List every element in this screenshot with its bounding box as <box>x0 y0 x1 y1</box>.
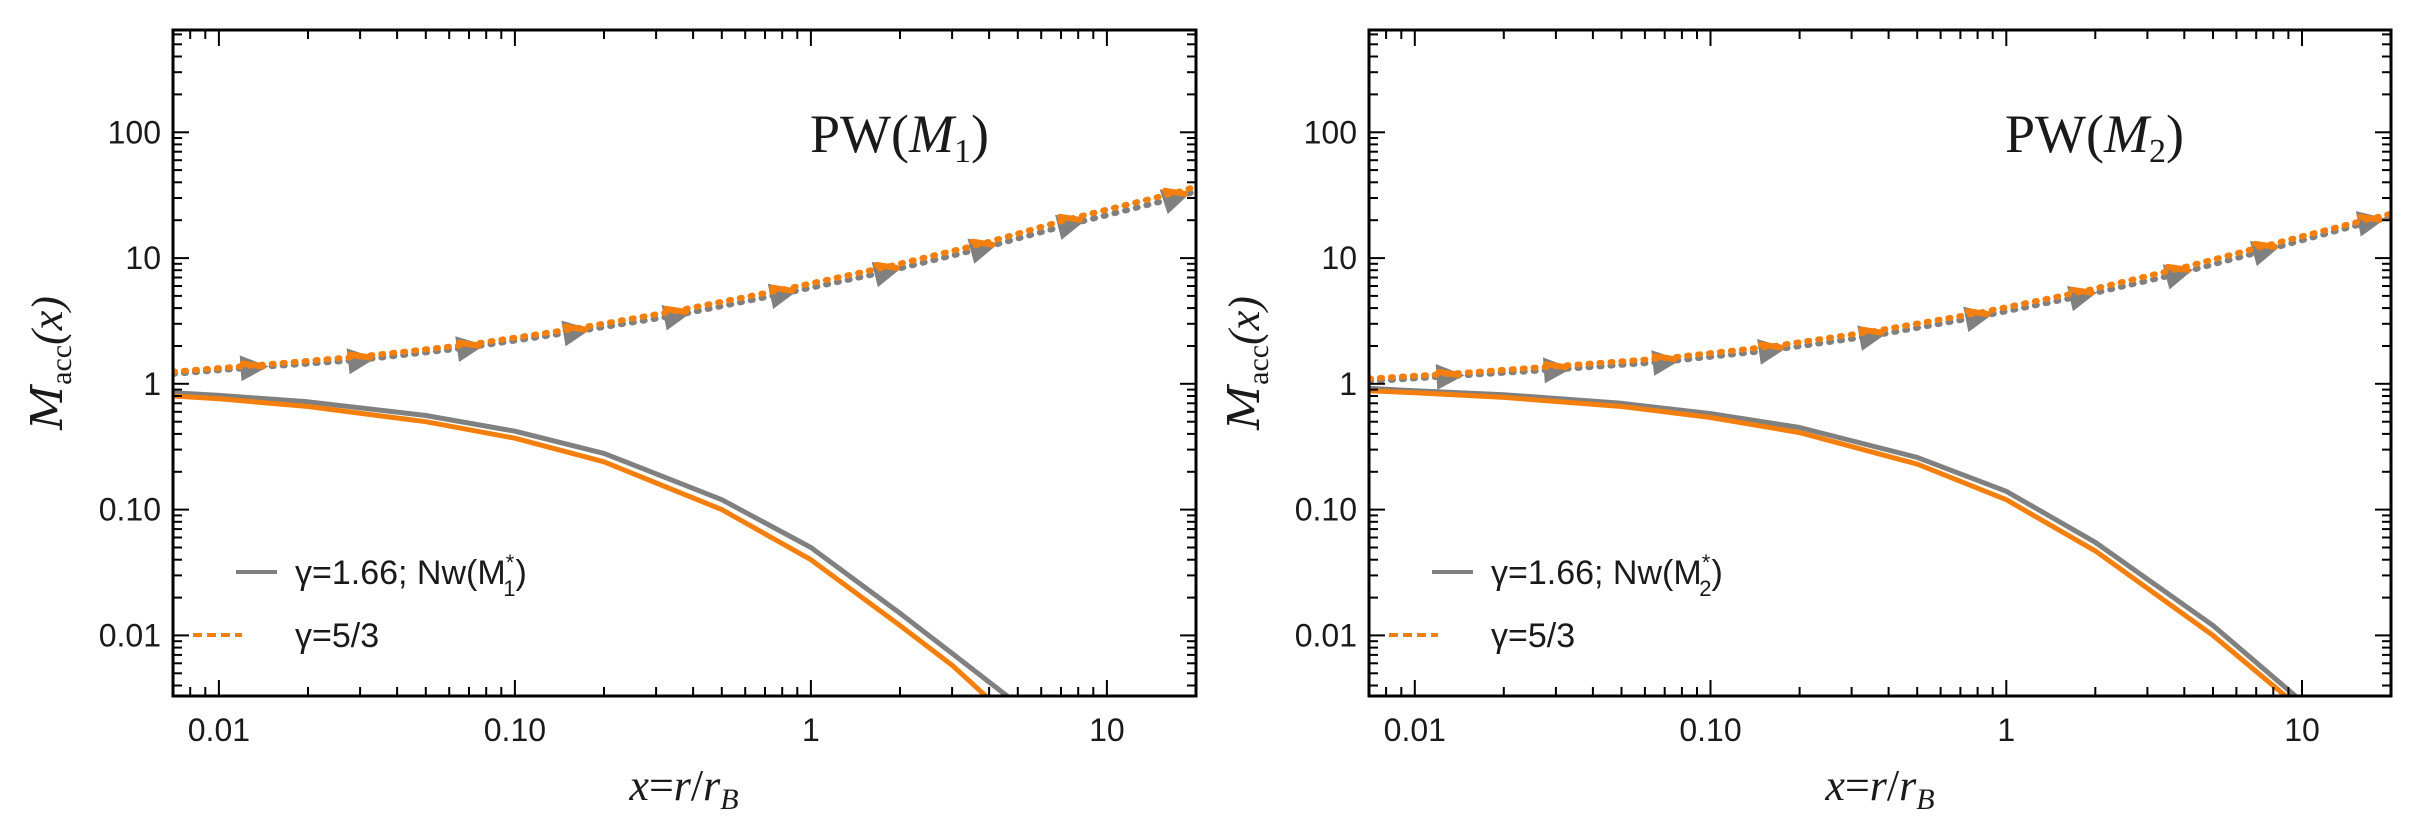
y-tick-label: 100 <box>1304 114 1357 150</box>
cap-mark <box>873 261 900 271</box>
series-line-1 <box>1369 388 2289 696</box>
svg-text:Macc(x): Macc(x) <box>1219 296 1275 431</box>
series-line-1 <box>173 393 989 696</box>
cap-mark <box>1435 368 1462 378</box>
x-tick-label: 1 <box>1997 712 2015 748</box>
cap-mark <box>2252 240 2278 250</box>
ticks-layer-2: 0.01 0.10 1 10 0.01 0.10 1 10 100 <box>1295 30 2392 748</box>
series-line-2 <box>1369 214 2391 385</box>
y-tick-label: 10 <box>125 240 161 276</box>
panel-title-1: PW(M1) <box>810 104 989 170</box>
cap-mark <box>2164 263 2191 273</box>
legend-text-gamma53: γ=5/3 <box>295 617 379 655</box>
cap-mark <box>456 339 482 349</box>
cap-mark <box>1542 361 1569 371</box>
y-axis-label-1: Macc(x) <box>22 296 78 431</box>
series-line-2 <box>173 188 1196 377</box>
cap-mark <box>662 305 689 315</box>
x-tick-label: 0.10 <box>1679 712 1741 748</box>
x-tick-label: 10 <box>1089 712 1125 748</box>
ticks-layer-1: 0.01 0.10 1 10 0.01 0.10 1 10 100 <box>99 30 1197 748</box>
cap-mark <box>1757 341 1784 351</box>
triangle-marker <box>2067 285 2098 312</box>
cap-mark <box>1858 326 1885 336</box>
series-layer-1 <box>173 183 1196 696</box>
x-tick-label: 1 <box>802 712 820 748</box>
cap-mark <box>2068 286 2095 296</box>
svg-text:Macc(x): Macc(x) <box>22 296 78 431</box>
series-line-3 <box>1369 210 2391 382</box>
cap-mark <box>2357 213 2384 223</box>
series-line-3 <box>173 183 1196 375</box>
y-tick-label: 0.10 <box>1295 492 1357 528</box>
x-axis-label-1: x=r/rB <box>628 761 738 816</box>
chart-panel-2: 0.01 0.10 1 10 0.01 0.10 1 10 100 PW(M2) Macc(x)… <box>1219 28 2393 816</box>
cap-mark <box>1964 308 1991 318</box>
y-tick-label: 0.01 <box>1295 617 1357 653</box>
x-tick-label: 0.01 <box>1384 712 1446 748</box>
chart-panel-1: 0.01 0.10 1 10 0.01 0.10 1 10 100 PW(M1) Macc(x)… <box>22 28 1198 816</box>
cap-mark <box>239 360 266 370</box>
y-tick-label: 1 <box>143 366 161 402</box>
x-tick-label: 0.10 <box>484 712 546 748</box>
plot-frame-1 <box>171 28 1198 698</box>
cap-mark <box>1162 187 1189 197</box>
legend-item-gamma166: γ=1.66; Nw(M* 1) <box>236 550 527 601</box>
y-tick-label: 10 <box>1321 240 1357 276</box>
cap-mark <box>1056 213 1083 223</box>
x-tick-label: 0.01 <box>188 712 250 748</box>
legend-item-gamma53: γ=5/3 <box>1389 617 1575 655</box>
cap-mark <box>769 284 796 294</box>
legend-text-gamma166: γ=1.66; Nw(M* 2) <box>1491 550 1723 601</box>
y-tick-label: 0.10 <box>99 492 161 528</box>
legend-1: γ=1.66; Nw(M* 1) γ=5/3 <box>193 550 527 655</box>
y-tick-label: 0.01 <box>99 617 161 653</box>
cap-mark <box>969 238 996 248</box>
y-tick-label: 100 <box>108 114 161 150</box>
plot-frame-2 <box>1367 28 2393 698</box>
legend-item-gamma53: γ=5/3 <box>193 617 379 655</box>
legend-2: γ=1.66; Nw(M* 2) γ=5/3 <box>1389 550 1723 655</box>
legend-text-gamma166: γ=1.66; Nw(M* 1) <box>295 550 527 601</box>
triangle-marker <box>967 238 998 264</box>
cap-mark <box>1651 353 1678 363</box>
x-axis-label-2: x=r/rB <box>1824 761 1934 816</box>
series-line-0 <box>173 390 1010 696</box>
panel-title-2: PW(M2) <box>2005 104 2184 170</box>
series-layer-2 <box>1369 210 2391 696</box>
x-tick-label: 10 <box>2284 712 2320 748</box>
cap-mark <box>347 351 374 361</box>
y-tick-label: 1 <box>1339 366 1357 402</box>
triangle-marker <box>871 261 902 288</box>
cap-mark <box>562 323 589 333</box>
legend-text-gamma53: γ=5/3 <box>1491 617 1575 655</box>
y-axis-label-2: Macc(x) <box>1219 296 1275 431</box>
legend-item-gamma166: γ=1.66; Nw(M* 2) <box>1432 550 1723 601</box>
triangle-marker <box>2249 241 2281 267</box>
